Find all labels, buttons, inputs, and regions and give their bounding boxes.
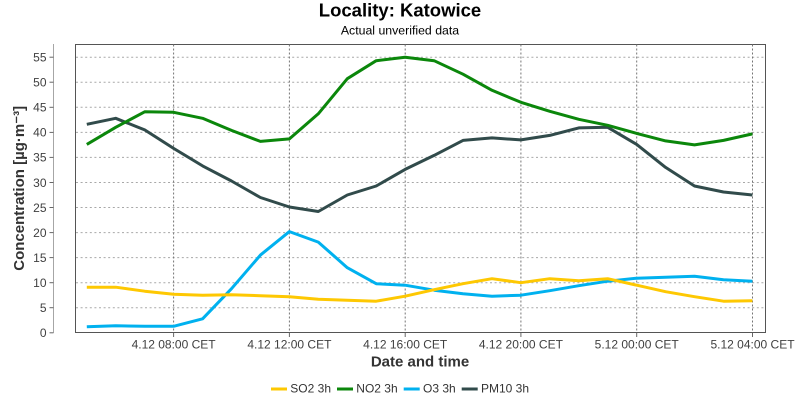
svg-text:5.12 04:00 CET: 5.12 04:00 CET xyxy=(710,338,795,352)
svg-text:5: 5 xyxy=(40,301,47,315)
svg-text:5.12 00:00 CET: 5.12 00:00 CET xyxy=(595,338,680,352)
svg-text:Date and time: Date and time xyxy=(371,354,469,371)
svg-text:45: 45 xyxy=(33,101,47,115)
svg-text:0: 0 xyxy=(40,326,47,340)
svg-text:10: 10 xyxy=(33,276,47,290)
svg-text:Concentration [µg·m⁻³]: Concentration [µg·m⁻³] xyxy=(11,106,28,271)
svg-text:4.12 20:00 CET: 4.12 20:00 CET xyxy=(479,338,564,352)
svg-text:40: 40 xyxy=(33,126,47,140)
svg-text:NO2 3h: NO2 3h xyxy=(356,382,397,396)
svg-text:20: 20 xyxy=(33,226,47,240)
svg-text:4.12 16:00 CET: 4.12 16:00 CET xyxy=(363,338,448,352)
svg-text:15: 15 xyxy=(33,251,47,265)
svg-text:Actual unverified data: Actual unverified data xyxy=(341,23,459,37)
svg-text:SO2 3h: SO2 3h xyxy=(290,382,331,396)
svg-text:O3 3h: O3 3h xyxy=(423,382,456,396)
svg-text:4.12 12:00 CET: 4.12 12:00 CET xyxy=(247,338,332,352)
svg-text:30: 30 xyxy=(33,176,47,190)
svg-text:50: 50 xyxy=(33,76,47,90)
svg-text:Locality: Katowice: Locality: Katowice xyxy=(319,0,481,21)
svg-text:55: 55 xyxy=(33,51,47,65)
svg-text:35: 35 xyxy=(33,151,47,165)
svg-text:25: 25 xyxy=(33,201,47,215)
svg-text:PM10 3h: PM10 3h xyxy=(481,382,529,396)
svg-text:4.12 08:00 CET: 4.12 08:00 CET xyxy=(132,338,217,352)
